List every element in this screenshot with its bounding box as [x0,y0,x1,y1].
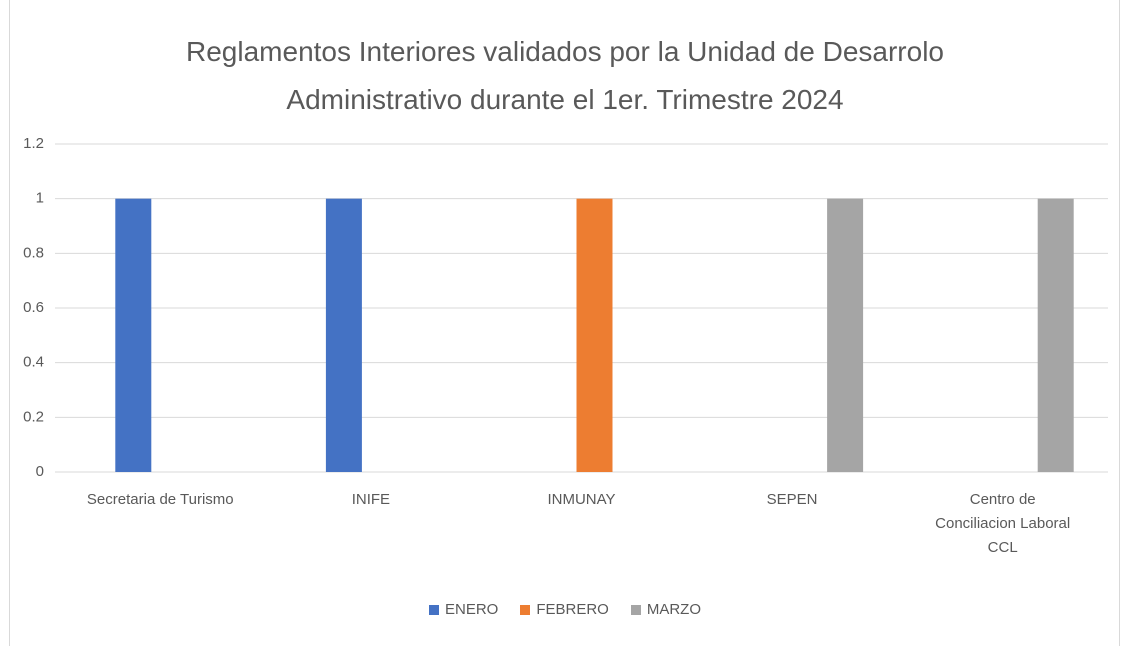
chart-border [9,0,1120,646]
y-tick-label: 0.4 [23,354,44,371]
x-tick-label: INIFE [351,491,391,508]
bar [115,198,152,472]
x-tick-label: Centro de Conciliacion Laboral CCL [935,491,1071,556]
bar [827,198,864,472]
x-tick-label: Secretaria de Turismo [86,491,234,508]
legend-item: ENERO [428,601,499,618]
bar [1037,198,1074,472]
bar [576,198,613,472]
x-tick-label: INMUNAY [547,491,616,508]
y-tick-label: 0.2 [23,408,44,425]
legend-swatch [428,604,439,615]
y-tick-label: 0.6 [23,299,44,316]
y-tick-label: 0 [36,463,44,480]
bar [325,198,362,472]
legend-swatch [630,604,641,615]
y-tick-label: 0.8 [23,244,44,261]
legend: ENERO FEBRERO MARZO [0,601,1130,618]
legend-label: FEBRERO [536,601,609,618]
legend-item: FEBRERO [520,601,609,618]
legend-item: MARZO [630,601,702,618]
x-tick-label: SEPEN [766,491,818,508]
legend-label: ENERO [444,601,499,618]
y-tick-label: 1.2 [23,135,44,152]
legend-label: MARZO [646,601,702,618]
chart-title: Reglamentos Interiores validados por la … [186,36,944,115]
legend-swatch [520,604,531,615]
y-tick-label: 1 [36,190,44,207]
